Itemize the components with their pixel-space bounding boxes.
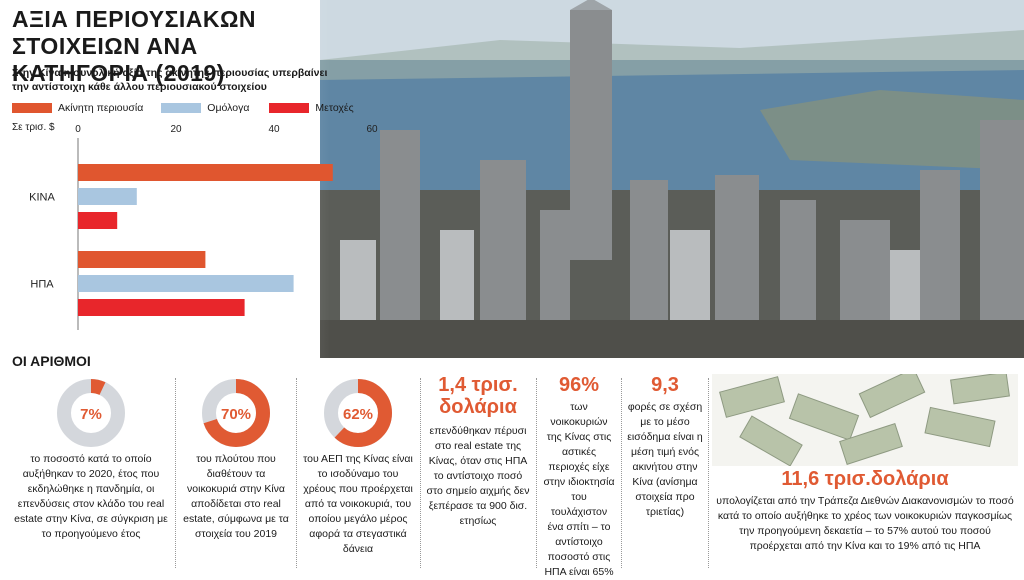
bar-chart: 0 20 40 60 ΚΙΝΑ ΗΠΑ [29,124,378,330]
chart-title: ΑΞΙΑ ΠΕΡΙΟΥΣΙΑΚΩΝ ΣΤΟΙΧΕΙΩΝ ΑΝΑ ΚΑΤΗΓΟΡΙ… [12,6,257,86]
stat-column-2: 70% του πλούτου που διαθέτουν τα νοικοκυ… [182,374,290,542]
legend-item-stocks: Μετοχές [269,102,354,114]
banknotes-image [712,374,1018,466]
stat-text-6: φορές σε σχέση με το μέσο εισόδημα είναι… [627,401,703,518]
stat-value-4: 1,4 τρισ. δολάρια [438,374,518,418]
skyline-photo [320,0,1024,358]
divider-1 [175,378,176,568]
legend-label-stocks: Μετοχές [315,102,354,114]
stat-text-4: επενδύθηκαν πέρυσι στο real estate της Κ… [426,425,530,527]
bar-china-bonds [78,188,137,205]
bar-usa-real-estate [78,251,206,268]
stat-value-6: 9,3 [651,374,679,396]
stat-text-5: των νοικοκυριών της Κίνας στις αστικές π… [543,401,615,578]
stat-text-7: υπολογίζεται από την Τράπεζα Διεθνών Δια… [716,495,1014,552]
numbers-section-title: ΟΙ ΑΡΙΘΜΟΙ [12,353,91,369]
divider-4 [536,378,537,568]
bar-usa-bonds [78,275,294,292]
bar-china-stocks [78,212,118,229]
divider-5 [621,378,622,568]
stat-column-6: 9,3 φορές σε σχέση με το μέσο εισόδημα ε… [627,374,703,520]
stat-text-3: του ΑΕΠ της Κίνας είναι το ισοδύναμο του… [303,453,413,555]
donut-chart-3: 62% [324,379,392,447]
donut-arc [324,379,392,447]
donut-chart-1: 7% [57,379,125,447]
bar-china-real-estate [78,164,333,181]
stat-column-1: 7% το ποσοστό κατά το οποίο αυξήθηκαν το… [12,374,170,542]
stat-column-5: 96% των νοικοκυριών της Κίνας στις αστικ… [542,374,616,580]
donut-value-3: 62% [343,406,373,423]
stat-column-3: 62% του ΑΕΠ της Κίνας είναι το ισοδύναμο… [302,374,414,557]
stat-value-5: 96% [558,374,600,396]
legend-swatch-bonds [161,103,202,113]
legend-label-real-estate: Ακίνητη περιουσία [58,102,144,114]
legend-swatch-stocks [269,103,310,113]
x-tick-label: 60 [366,124,378,135]
donut-value-2: 70% [221,406,251,423]
stat-text-1: το ποσοστό κατά το οποίο αυξήθηκαν το 20… [14,453,168,540]
legend-item-real-estate: Ακίνητη περιουσία [12,102,143,114]
divider-2 [296,378,297,568]
chart-legend: Ακίνητη περιουσία Ομόλογα Μετοχές [12,102,370,114]
category-label: ΚΙΝΑ [29,192,55,204]
legend-item-bonds: Ομόλογα [161,102,249,114]
stat-value-7: 11,6 τρισ.δολάρια [781,468,949,490]
axis-unit-label: Σε τρισ. $ [12,122,55,133]
donut-value-1: 7% [80,406,102,423]
bar-usa-stocks [78,299,245,316]
donut-arc [57,379,125,447]
x-tick-label: 40 [268,124,280,135]
category-label: ΗΠΑ [30,279,54,291]
x-tick-label: 0 [75,124,81,135]
legend-swatch-real-estate [12,103,52,113]
chart-subtitle: Στην Κίνα η συνολική αξία της ακίνητης π… [12,67,328,93]
divider-6 [708,378,709,568]
x-tick-label: 20 [170,124,182,135]
stat-column-4: 1,4 τρισ. δολάρια επενδύθηκαν πέρυσι στο… [426,374,530,529]
donut-chart-2: 70% [202,379,270,447]
stat-text-2: του πλούτου που διαθέτουν τα νοικοκυριά … [183,453,289,540]
divider-3 [420,378,421,568]
donut-arc [202,379,270,447]
legend-label-bonds: Ομόλογα [207,102,250,114]
